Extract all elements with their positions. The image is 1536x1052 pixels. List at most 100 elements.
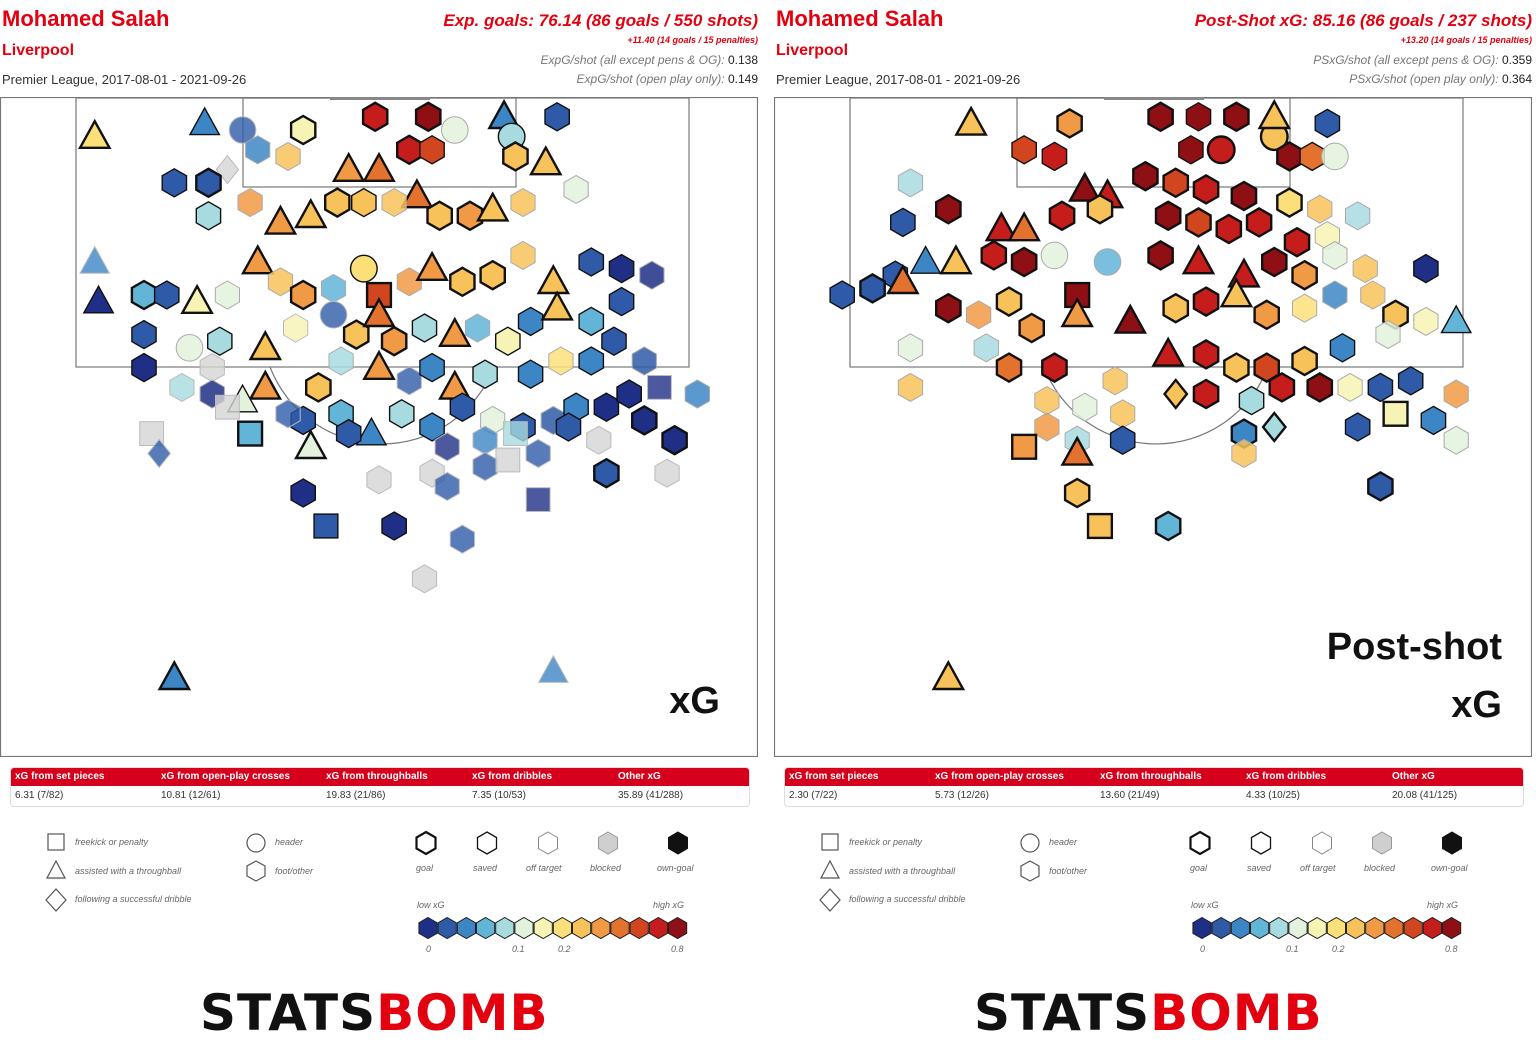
- shot-marker: [1345, 201, 1371, 231]
- stats-header-row: xG from set pieces xG from open-play cro…: [11, 768, 749, 786]
- shot-marker: [578, 306, 605, 337]
- shot-marker: [1192, 378, 1220, 410]
- player-name: Mohamed Salah: [776, 6, 944, 31]
- stats-header: xG from open-play crosses: [161, 771, 290, 782]
- outcome-label: saved: [473, 863, 498, 873]
- shot-marker: [544, 101, 570, 132]
- shot-marker: [449, 392, 476, 423]
- shot-marker: [362, 151, 396, 183]
- headline-stat: Post-Shot xG: 85.16 (86 goals / 237 shot…: [1194, 11, 1532, 30]
- shot-marker: [503, 421, 528, 447]
- shot-marker: [283, 313, 309, 343]
- shot-marker: [517, 306, 544, 337]
- shot-marker: [1443, 379, 1469, 409]
- scale-swatch: [1422, 916, 1442, 940]
- scale-swatch: [1403, 916, 1423, 940]
- throughball-icon: [46, 859, 66, 879]
- shot-marker: [525, 438, 551, 468]
- shot-marker: [237, 188, 263, 218]
- throughball-icon: [820, 859, 840, 879]
- scale-tick: 0.1: [1286, 944, 1299, 954]
- shot-marker: [684, 379, 710, 409]
- shot-marker: [1162, 167, 1190, 199]
- scale-swatch: [1346, 916, 1366, 940]
- shot-marker: [175, 334, 204, 362]
- shot-marker: [829, 280, 856, 310]
- shot-marker: [248, 329, 283, 361]
- scale-swatch: [1326, 916, 1346, 940]
- penalties-line: +11.40 (14 goals / 15 penalties): [627, 35, 758, 45]
- penalties-line: +13.20 (14 goals / 15 penalties): [1400, 35, 1532, 45]
- shot-marker: [1040, 241, 1069, 270]
- scale-low-label: low xG: [417, 900, 445, 910]
- freekick-icon: [47, 833, 65, 851]
- shot-marker: [147, 438, 172, 469]
- shot-marker: [502, 141, 529, 172]
- outcome-swatch: [598, 831, 618, 855]
- shot-marker: [1306, 372, 1334, 403]
- legend-label: assisted with a throughball: [75, 866, 182, 876]
- shot-marker: [82, 284, 115, 314]
- shot-marker: [1151, 336, 1185, 367]
- outcome-label: blocked: [1364, 863, 1396, 873]
- headline-stat: Exp. goals: 76.14 (86 goals / 550 shots): [443, 11, 758, 30]
- shot-marker: [984, 211, 1019, 242]
- shot-marker: [1163, 378, 1189, 410]
- shot-marker: [355, 416, 388, 446]
- per-shot-open-value: 0.364: [1501, 72, 1532, 86]
- shot-marker: [161, 167, 188, 198]
- shot-marker: [324, 187, 351, 218]
- shot-marker: [548, 346, 574, 376]
- shot-marker: [661, 424, 688, 456]
- shot-marker: [1329, 332, 1356, 363]
- scale-tick: 0.2: [1332, 944, 1345, 954]
- shot-marker: [157, 659, 192, 691]
- legend-label: foot/other: [275, 866, 314, 876]
- per-shot-open-value: 0.149: [727, 72, 758, 86]
- shot-marker: [1034, 412, 1060, 442]
- dribble-icon: [819, 888, 841, 912]
- shot-marker: [586, 425, 612, 455]
- shot-marker: [1253, 352, 1280, 383]
- stats-header: Other xG: [618, 771, 661, 782]
- shot-marker: [214, 280, 240, 310]
- shot-marker: [215, 394, 240, 420]
- stats-table: xG from set pieces xG from open-play cro…: [784, 767, 1524, 807]
- shot-marker: [1060, 435, 1094, 466]
- logo-part2: BOMB: [1150, 984, 1323, 1042]
- per-shot-all: PSxG/shot (all except pens & OG): 0.359: [1313, 53, 1532, 67]
- shot-marker: [1162, 292, 1190, 324]
- shot-marker: [438, 316, 472, 348]
- shot-marker: [1367, 372, 1394, 403]
- shot-marker: [608, 253, 635, 284]
- shot-marker: [449, 524, 475, 554]
- stats-value-row: 6.31 (7/82) 10.81 (12/61) 19.83 (21/86) …: [11, 786, 749, 806]
- scale-swatch: [418, 916, 438, 940]
- legend: freekick or penalty assisted with a thro…: [40, 828, 720, 968]
- shot-marker: [897, 333, 924, 363]
- shot-marker: [536, 263, 571, 295]
- outcome-swatch: [1250, 831, 1272, 855]
- legend-label: freekick or penalty: [849, 837, 923, 847]
- outcome-swatch: [1442, 831, 1462, 855]
- shot-marker: [909, 245, 942, 274]
- legend-label: following a successful dribble: [75, 894, 192, 904]
- shot-marker: [1322, 280, 1348, 310]
- shot-marker: [540, 290, 574, 321]
- scale-swatch: [552, 916, 572, 940]
- shot-marker: [1291, 259, 1318, 291]
- psxg-panel: Mohamed Salah Liverpool Premier League, …: [774, 0, 1534, 1052]
- shot-marker: [1041, 352, 1068, 383]
- shot-marker: [131, 319, 157, 350]
- shot-marker: [1181, 244, 1216, 275]
- stats-table: xG from set pieces xG from open-play cro…: [10, 767, 750, 807]
- shot-marker: [1048, 200, 1076, 232]
- scale-swatch: [629, 916, 649, 940]
- shot-marker: [380, 325, 408, 357]
- shot-marker: [419, 134, 445, 165]
- logo-part2: BOMB: [376, 984, 549, 1042]
- shot-marker: [1063, 477, 1091, 509]
- shot-marker: [1007, 211, 1041, 242]
- legend-label: freekick or penalty: [75, 837, 149, 847]
- header-icon: [246, 833, 266, 853]
